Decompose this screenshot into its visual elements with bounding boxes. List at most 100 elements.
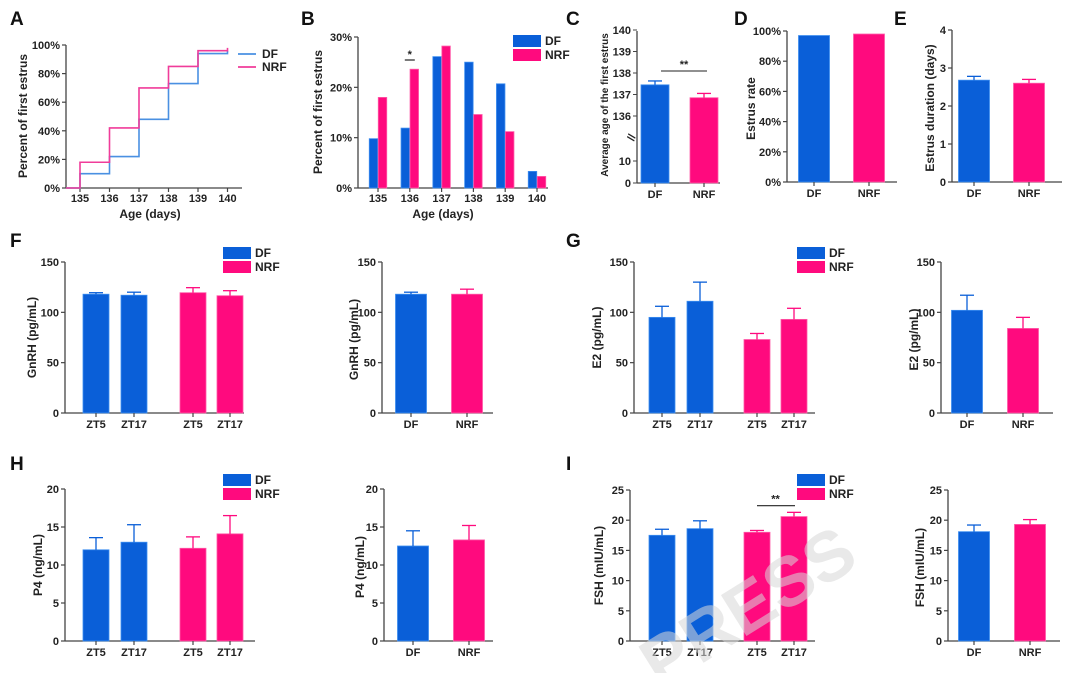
- panel-label: F: [10, 231, 22, 252]
- y-tick-label: 150: [610, 257, 628, 269]
- legend-swatch-nrf: [223, 261, 251, 273]
- x-tick-label: NRF: [458, 647, 481, 659]
- x-tick-label: ZT5: [747, 419, 767, 431]
- y-tick-label: 20: [366, 484, 378, 496]
- bar-nrf-139: [505, 131, 515, 189]
- bar-df-zt5: [648, 316, 676, 414]
- x-tick-label: NRF: [456, 419, 479, 431]
- legend-swatch-df: [513, 35, 541, 47]
- x-tick-label: ZT17: [781, 647, 807, 659]
- x-tick-label: DF: [406, 647, 421, 659]
- bar-nrf: [453, 539, 485, 642]
- panel-g2-chart: 0 50 100 150 E2 (pg/mL) DF NRF: [907, 257, 1053, 431]
- y-tick-label: 60%: [759, 86, 781, 98]
- y-axis-label: P4 (ng/mL): [31, 534, 45, 596]
- y-tick-label: 15: [366, 522, 378, 534]
- x-tick-label: NRF: [1012, 419, 1035, 431]
- legend-swatch-nrf: [797, 261, 825, 273]
- x-tick-label: 139: [189, 193, 207, 205]
- panel-label: G: [566, 231, 581, 252]
- series-line-df: [66, 50, 229, 189]
- panel-label: C: [566, 9, 580, 30]
- x-tick-label: ZT5: [652, 419, 672, 431]
- x-tick-label: 138: [159, 193, 177, 205]
- panel-b-chart: B 0% 10% 20% 30% Percent of first estrus 135 13…: [301, 9, 570, 221]
- x-tick-label: NRF: [1019, 647, 1042, 659]
- bar-df-zt5: [82, 549, 110, 642]
- bar-df-139: [496, 83, 506, 189]
- y-tick-label: 10: [366, 560, 378, 572]
- y-tick-label: 50: [923, 358, 935, 370]
- x-tick-label: DF: [404, 419, 419, 431]
- y-axis-label: Estrus duration (days): [923, 44, 937, 171]
- bar-df: [951, 309, 983, 414]
- axis-break-marker: //: [625, 133, 638, 143]
- x-tick-label: 137: [432, 193, 450, 205]
- x-tick-label: 138: [464, 193, 482, 205]
- bar-df: [798, 35, 830, 183]
- y-axis-label: E2 (pg/mL): [907, 308, 921, 370]
- y-tick-label: 140: [613, 25, 631, 37]
- y-tick-label: 50: [364, 358, 376, 370]
- x-tick-label: ZT17: [781, 419, 807, 431]
- bar-df-zt17: [686, 300, 714, 414]
- bar-df: [958, 531, 990, 642]
- y-tick-label: 0: [940, 177, 946, 189]
- legend-swatch-df: [797, 474, 825, 486]
- y-tick-label: 20%: [38, 154, 60, 166]
- panel-h2-chart: 0 5 10 15 20 P4 (ng/mL) DF NRF: [353, 484, 493, 659]
- legend-swatch-nrf: [513, 49, 541, 61]
- bar-df-zt17: [120, 541, 148, 642]
- y-tick-label: 60%: [38, 97, 60, 109]
- legend-label-nrf: NRF: [255, 260, 280, 274]
- x-tick-label: ZT5: [86, 647, 106, 659]
- bar-df: [640, 84, 670, 184]
- panel-label: D: [734, 9, 748, 30]
- y-tick-label: 10: [47, 560, 59, 572]
- y-tick-label: 3: [940, 63, 946, 75]
- bar-nrf-zt17: [780, 516, 808, 642]
- x-tick-label: DF: [967, 647, 982, 659]
- legend-label-df: DF: [545, 34, 561, 48]
- legend-swatch-df: [223, 247, 251, 259]
- panel-i-chart: I 0 5 10 15 20 25 FSH (mIU/mL) ZT5 ZT17 ZT5 ZT17 DFN…: [566, 454, 854, 659]
- y-tick-label: 5: [372, 598, 378, 610]
- y-tick-label: 139: [613, 47, 631, 59]
- y-tick-label: 100%: [753, 26, 781, 38]
- bar-nrf: [1014, 524, 1046, 642]
- x-tick-label: ZT17: [687, 419, 713, 431]
- y-tick-label: 25: [612, 485, 624, 497]
- legend-swatch-df: [223, 474, 251, 486]
- x-tick-label: 135: [71, 193, 89, 205]
- bar-df: [397, 545, 429, 642]
- panel-label: I: [566, 454, 571, 475]
- bar-nrf-140: [536, 176, 547, 189]
- y-tick-label: 10: [612, 576, 624, 588]
- y-tick-label: 0%: [765, 177, 781, 189]
- y-tick-label: 40%: [38, 126, 60, 138]
- y-tick-label: 0%: [44, 183, 60, 195]
- y-axis-label: FSH (mIU/mL): [592, 526, 606, 605]
- x-tick-label: ZT17: [121, 647, 147, 659]
- y-tick-label: 2: [940, 101, 946, 113]
- bar-df-140: [527, 170, 538, 189]
- bar-df-zt17: [686, 528, 714, 642]
- bar-nrf-135: [377, 97, 388, 189]
- x-tick-label: 137: [130, 193, 148, 205]
- bar-nrf-zt17: [216, 533, 244, 642]
- y-tick-label: 150: [358, 257, 376, 269]
- legend-label-df: DF: [255, 473, 271, 487]
- panel-f-chart: F 0 50 100 150 GnRH (pg/mL) ZT5 ZT17 ZT5 ZT17 DFNR…: [10, 231, 280, 431]
- x-tick-label: ZT5: [747, 647, 767, 659]
- bar-df-135: [368, 138, 379, 189]
- y-tick-label: 0: [370, 408, 376, 420]
- bar-nrf-zt5: [179, 547, 207, 642]
- y-tick-label: 10%: [330, 133, 352, 145]
- y-tick-label: 100: [917, 307, 935, 319]
- y-tick-label: 5: [936, 606, 942, 618]
- bar-nrf-zt5: [743, 339, 771, 414]
- x-tick-label: DF: [960, 419, 975, 431]
- bar-nrf-zt17: [216, 295, 244, 414]
